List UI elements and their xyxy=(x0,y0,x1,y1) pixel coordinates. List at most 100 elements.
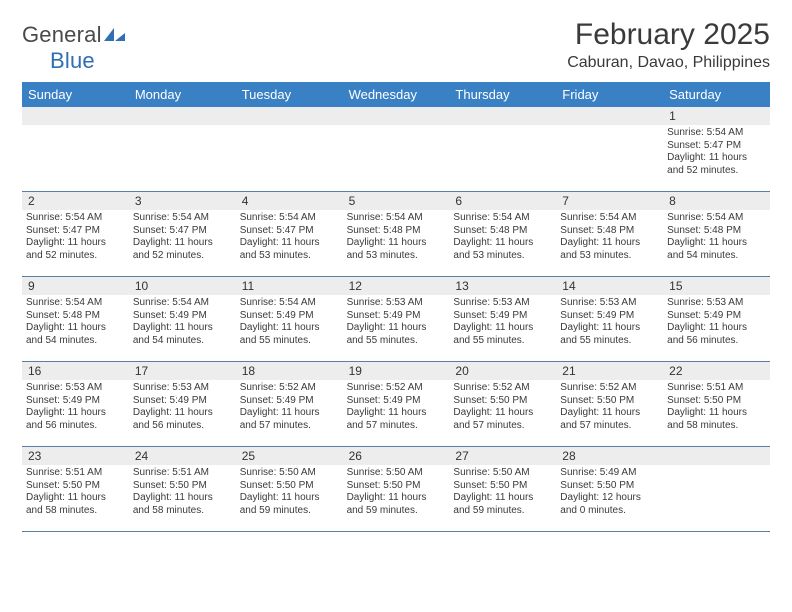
day-info-line: Sunset: 5:50 PM xyxy=(26,480,125,493)
weekday-thursday: Thursday xyxy=(449,82,556,107)
day-info-line: Sunrise: 5:52 AM xyxy=(240,382,339,395)
day-number xyxy=(22,107,129,125)
day-info-line: Sunrise: 5:52 AM xyxy=(347,382,446,395)
day-info-line: Daylight: 11 hours and 53 minutes. xyxy=(560,237,659,262)
day-number: 21 xyxy=(556,362,663,380)
weekday-saturday: Saturday xyxy=(663,82,770,107)
day-number: 14 xyxy=(556,277,663,295)
day-number xyxy=(556,107,663,125)
day-number: 8 xyxy=(663,192,770,210)
day-info-line: Sunrise: 5:52 AM xyxy=(453,382,552,395)
day-cell: 20 Sunrise: 5:52 AMSunset: 5:50 PMDayligh… xyxy=(449,362,556,446)
day-info-line: Sunset: 5:49 PM xyxy=(133,395,232,408)
day-number: 19 xyxy=(343,362,450,380)
day-info-line: Daylight: 11 hours and 59 minutes. xyxy=(453,492,552,517)
logo-text-2: Blue xyxy=(50,48,95,73)
logo-sail-icon xyxy=(104,28,126,42)
day-cell: 8 Sunrise: 5:54 AMSunset: 5:48 PMDaylight… xyxy=(663,192,770,276)
day-info-line: Sunrise: 5:53 AM xyxy=(133,382,232,395)
day-number: 1 xyxy=(663,107,770,125)
day-info-line: Daylight: 11 hours and 55 minutes. xyxy=(347,322,446,347)
day-number: 7 xyxy=(556,192,663,210)
day-cell: 4Sunrise: 5:54 AMSunset: 5:47 PMDaylight… xyxy=(236,192,343,276)
day-number: 20 xyxy=(449,362,556,380)
day-info-line: Sunrise: 5:54 AM xyxy=(667,127,766,140)
day-cell: 22Sunrise: 5:51 AMSunset: 5:50 PMDayligh… xyxy=(663,362,770,446)
week-row: 16Sunrise: 5:53 AMSunset: 5:49 PMDayligh… xyxy=(22,362,770,447)
day-info-line: Sunrise: 5:54 AM xyxy=(347,212,446,225)
day-info-line: Sunrise: 5:54 AM xyxy=(560,212,659,225)
day-info-line: Sunset: 5:49 PM xyxy=(347,310,446,323)
day-number: 13 xyxy=(449,277,556,295)
day-info-line: Daylight: 11 hours and 58 minutes. xyxy=(667,407,766,432)
day-info-line: Daylight: 11 hours and 55 minutes. xyxy=(453,322,552,347)
day-number: 15 xyxy=(663,277,770,295)
weekday-tuesday: Tuesday xyxy=(236,82,343,107)
day-cell: 27Sunrise: 5:50 AMSunset: 5:50 PMDayligh… xyxy=(449,447,556,531)
day-cell: 28Sunrise: 5:49 AMSunset: 5:50 PMDayligh… xyxy=(556,447,663,531)
day-info-line: Sunrise: 5:54 AM xyxy=(26,212,125,225)
day-info-line: Daylight: 11 hours and 57 minutes. xyxy=(347,407,446,432)
logo-text: GeneralBlue xyxy=(22,22,126,74)
day-cell: 19Sunrise: 5:52 AMSunset: 5:49 PMDayligh… xyxy=(343,362,450,446)
week-row: 9Sunrise: 5:54 AMSunset: 5:48 PMDaylight… xyxy=(22,277,770,362)
day-cell xyxy=(556,107,663,191)
day-info-line: Sunset: 5:49 PM xyxy=(453,310,552,323)
day-info-line: Sunrise: 5:52 AM xyxy=(560,382,659,395)
day-info-line: Sunset: 5:48 PM xyxy=(667,225,766,238)
day-info-line: Sunset: 5:48 PM xyxy=(26,310,125,323)
day-info-line: Sunset: 5:50 PM xyxy=(560,480,659,493)
day-info-line: Sunset: 5:49 PM xyxy=(26,395,125,408)
day-cell: 21 Sunrise: 5:52 AMSunset: 5:50 PMDayligh… xyxy=(556,362,663,446)
day-info-line: Sunset: 5:50 PM xyxy=(453,395,552,408)
week-row: 2Sunrise: 5:54 AMSunset: 5:47 PMDaylight… xyxy=(22,192,770,277)
day-number: 6 xyxy=(449,192,556,210)
day-cell xyxy=(663,447,770,531)
day-info-line: Sunrise: 5:54 AM xyxy=(240,212,339,225)
day-number xyxy=(236,107,343,125)
day-cell: 16Sunrise: 5:53 AMSunset: 5:49 PMDayligh… xyxy=(22,362,129,446)
day-info-line: Sunrise: 5:51 AM xyxy=(26,467,125,480)
day-info-line: Sunset: 5:49 PM xyxy=(133,310,232,323)
logo-text-1: General xyxy=(22,22,102,47)
day-cell: 5Sunrise: 5:54 AMSunset: 5:48 PMDaylight… xyxy=(343,192,450,276)
day-cell: 25Sunrise: 5:50 AMSunset: 5:50 PMDayligh… xyxy=(236,447,343,531)
day-info-line: Sunset: 5:50 PM xyxy=(453,480,552,493)
day-number: 23 xyxy=(22,447,129,465)
day-info-line: Daylight: 11 hours and 53 minutes. xyxy=(453,237,552,262)
day-info-line: Daylight: 11 hours and 53 minutes. xyxy=(240,237,339,262)
day-info-line: Sunrise: 5:54 AM xyxy=(133,297,232,310)
day-cell: 12Sunrise: 5:53 AMSunset: 5:49 PMDayligh… xyxy=(343,277,450,361)
day-cell: 24Sunrise: 5:51 AMSunset: 5:50 PMDayligh… xyxy=(129,447,236,531)
day-info-line: Sunrise: 5:54 AM xyxy=(26,297,125,310)
day-number: 4 xyxy=(236,192,343,210)
day-info-line: Daylight: 11 hours and 54 minutes. xyxy=(667,237,766,262)
day-info-line: Sunrise: 5:53 AM xyxy=(26,382,125,395)
day-info-line: Sunset: 5:47 PM xyxy=(133,225,232,238)
day-info-line: Sunrise: 5:53 AM xyxy=(560,297,659,310)
day-info-line: Daylight: 11 hours and 57 minutes. xyxy=(453,407,552,432)
day-info-line: Sunset: 5:50 PM xyxy=(667,395,766,408)
day-info-line: Daylight: 11 hours and 57 minutes. xyxy=(560,407,659,432)
day-number: 25 xyxy=(236,447,343,465)
day-info-line: Daylight: 11 hours and 55 minutes. xyxy=(560,322,659,347)
day-cell: 23Sunrise: 5:51 AMSunset: 5:50 PMDayligh… xyxy=(22,447,129,531)
day-info-line: Sunrise: 5:54 AM xyxy=(667,212,766,225)
day-cell xyxy=(22,107,129,191)
week-row: 1Sunrise: 5:54 AMSunset: 5:47 PMDaylight… xyxy=(22,107,770,192)
week-row: 23Sunrise: 5:51 AMSunset: 5:50 PMDayligh… xyxy=(22,447,770,532)
day-cell: 7Sunrise: 5:54 AMSunset: 5:48 PMDaylight… xyxy=(556,192,663,276)
day-info-line: Daylight: 11 hours and 56 minutes. xyxy=(133,407,232,432)
day-cell: 18Sunrise: 5:52 AMSunset: 5:49 PMDayligh… xyxy=(236,362,343,446)
day-info-line: Sunset: 5:50 PM xyxy=(560,395,659,408)
day-info-line: Daylight: 11 hours and 55 minutes. xyxy=(240,322,339,347)
weekday-monday: Monday xyxy=(129,82,236,107)
day-info-line: Daylight: 11 hours and 53 minutes. xyxy=(347,237,446,262)
weeks-container: 1 Sunrise: 5:54 AM Sunset: 5:47 PM Daylight… xyxy=(22,107,770,532)
day-number xyxy=(663,447,770,465)
day-info-line: Daylight: 11 hours and 56 minutes. xyxy=(26,407,125,432)
day-info-line: Sunrise: 5:49 AM xyxy=(560,467,659,480)
day-info-line: Sunset: 5:49 PM xyxy=(240,395,339,408)
day-info-line: Sunset: 5:48 PM xyxy=(453,225,552,238)
day-info-line: Daylight: 12 hours and 0 minutes. xyxy=(560,492,659,517)
